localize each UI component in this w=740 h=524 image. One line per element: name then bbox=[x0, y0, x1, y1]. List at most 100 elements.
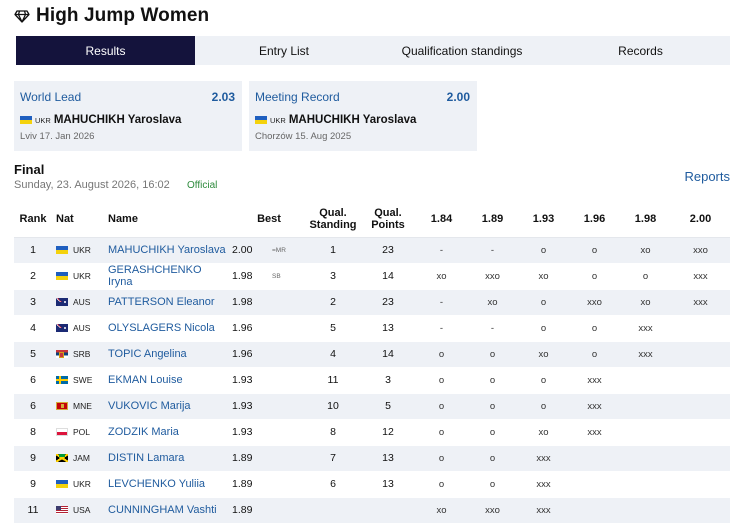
australia-flag-icon bbox=[56, 298, 68, 306]
best-mark: 1.96 bbox=[232, 348, 253, 360]
tab-results[interactable]: Results bbox=[16, 36, 195, 65]
record-athlete-name: MAHUCHIKH Yaroslava bbox=[288, 114, 417, 126]
attempt-cell: o bbox=[518, 289, 569, 316]
nat-code: AUS bbox=[73, 323, 91, 333]
col-nat: Nat bbox=[52, 202, 104, 238]
attempt-cell: o bbox=[467, 471, 518, 498]
athlete-link[interactable]: GERASHCHENKO Iryna bbox=[108, 264, 202, 288]
attempt-cell bbox=[671, 419, 730, 446]
table-row: 8 POL ZODZIK Maria 1.93 8 12 o o xo xxx bbox=[14, 419, 730, 446]
attempt-cell: o bbox=[416, 471, 467, 498]
tab-entry-list[interactable]: Entry List bbox=[258, 43, 309, 58]
attempt-cell: o bbox=[518, 315, 569, 342]
tab-bar: Results Entry List Qualification standin… bbox=[16, 36, 730, 65]
qual-standing-cell: 10 bbox=[306, 393, 360, 420]
record-athlete: UKR MAHUCHIKH Yaroslava bbox=[20, 114, 181, 126]
rank-cell: 6 bbox=[14, 393, 52, 420]
nat-cell: SWE bbox=[52, 367, 104, 394]
attempt-cell: o bbox=[569, 341, 620, 368]
table-row: 4 AUS OLYSLAGERS Nicola 1.96 5 13- - o o xxx bbox=[14, 315, 730, 342]
attempt-cell: - bbox=[416, 289, 467, 316]
name-cell: VUKOVIC Marija bbox=[104, 393, 226, 420]
diamond-icon bbox=[14, 10, 30, 23]
results-body: 1 UKR MAHUCHIKH Yaroslava 2.00 =MR 1 23- - o o xo x… bbox=[14, 237, 730, 524]
name-cell: OLYSLAGERS Nicola bbox=[104, 315, 226, 342]
athlete-link[interactable]: ZODZIK Maria bbox=[108, 426, 179, 438]
table-row: 6 SWE EKMAN Louise 1.93 11 3 o o o xxx bbox=[14, 367, 730, 394]
athlete-link[interactable]: DISTIN Lamara bbox=[108, 452, 185, 464]
col-height: 1.84 bbox=[416, 202, 467, 238]
attempt-cell: xxx bbox=[569, 393, 620, 420]
attempt-cell bbox=[671, 497, 730, 524]
attempt-cell: o bbox=[467, 445, 518, 472]
name-cell: DISTIN Lamara bbox=[104, 445, 226, 472]
nat-cell: POL bbox=[52, 419, 104, 446]
record-label: Meeting Record bbox=[255, 90, 340, 104]
nat-code: UKR bbox=[73, 479, 91, 489]
table-row: 2 UKR GERASHCHENKO Iryna 1.98 SB 3 14 xo xxo xo o o… bbox=[14, 263, 730, 290]
attempt-cell: xo bbox=[518, 419, 569, 446]
attempt-cell: o bbox=[569, 315, 620, 342]
nat-cell: UKR bbox=[52, 237, 104, 264]
attempt-cell bbox=[671, 315, 730, 342]
tab-qualification-standings[interactable]: Qualification standings bbox=[401, 43, 523, 58]
australia-flag-icon bbox=[56, 324, 68, 332]
attempt-cell bbox=[620, 393, 671, 420]
rank-cell: 8 bbox=[14, 419, 52, 446]
athlete-link[interactable]: LEVCHENKO Yuliia bbox=[108, 478, 206, 490]
athlete-link[interactable]: CUNNINGHAM Vashti bbox=[108, 504, 217, 516]
best-mark: 1.93 bbox=[232, 400, 253, 412]
attempt-cell bbox=[569, 445, 620, 472]
results-table: Rank Nat Name Best Qual. Standing Qual. … bbox=[14, 202, 730, 524]
col-qual-points: Qual. Points bbox=[360, 202, 416, 238]
attempt-cell bbox=[671, 367, 730, 394]
status-badge: Official bbox=[187, 180, 218, 191]
record-value: 2.00 bbox=[446, 90, 470, 104]
nat-cell: SRB bbox=[52, 341, 104, 368]
athlete-link[interactable]: EKMAN Louise bbox=[108, 374, 183, 386]
attempt-cell: - bbox=[416, 315, 467, 342]
athlete-link[interactable]: MAHUCHIKH Yaroslava bbox=[108, 244, 226, 256]
qual-points-cell: 14 bbox=[360, 263, 416, 290]
table-row: 1 UKR MAHUCHIKH Yaroslava 2.00 =MR 1 23- - o o xo x… bbox=[14, 237, 730, 264]
qual-standing-cell: 7 bbox=[306, 445, 360, 472]
best-cell: 1.93 bbox=[226, 393, 306, 420]
record-label: World Lead bbox=[20, 90, 82, 104]
nat-cell: AUS bbox=[52, 315, 104, 342]
page-title: High Jump Women bbox=[36, 5, 210, 26]
name-cell: MAHUCHIKH Yaroslava bbox=[104, 237, 226, 264]
best-cell: 1.98 bbox=[226, 289, 306, 316]
qual-standing-cell: 8 bbox=[306, 419, 360, 446]
attempt-cell: o bbox=[467, 341, 518, 368]
attempt-cell bbox=[620, 367, 671, 394]
rank-cell: 1 bbox=[14, 237, 52, 264]
table-row: 9 JAM DISTIN Lamara 1.89 7 13 o o xxx bbox=[14, 445, 730, 472]
record-place-date: Chorzów 15. Aug 2025 bbox=[255, 131, 352, 142]
attempt-cell: o bbox=[416, 445, 467, 472]
table-row: 9 UKR LEVCHENKO Yuliia 1.89 6 13 o o xxx bbox=[14, 471, 730, 498]
name-cell: ZODZIK Maria bbox=[104, 419, 226, 446]
tab-records[interactable]: Records bbox=[618, 43, 663, 58]
nat-cell: UKR bbox=[52, 471, 104, 498]
best-mark: 1.89 bbox=[232, 452, 253, 464]
nat-code: SRB bbox=[73, 349, 91, 359]
nat-cell: MNE bbox=[52, 393, 104, 420]
athlete-link[interactable]: TOPIC Angelina bbox=[108, 348, 187, 360]
name-cell: LEVCHENKO Yuliia bbox=[104, 471, 226, 498]
nat-code: POL bbox=[73, 427, 91, 437]
attempt-cell: o bbox=[467, 419, 518, 446]
attempt-cell: o bbox=[569, 263, 620, 290]
athlete-link[interactable]: OLYSLAGERS Nicola bbox=[108, 322, 215, 334]
attempt-cell bbox=[620, 445, 671, 472]
athlete-link[interactable]: PATTERSON Eleanor bbox=[108, 296, 215, 308]
best-cell: 1.98 SB bbox=[226, 263, 306, 290]
nat-code: USA bbox=[73, 505, 91, 515]
athlete-link[interactable]: VUKOVIC Marija bbox=[108, 400, 191, 412]
rank-cell: 4 bbox=[14, 315, 52, 342]
record-nat: UKR bbox=[35, 115, 51, 125]
rank-cell: 6 bbox=[14, 367, 52, 394]
reports-link[interactable]: Reports bbox=[684, 169, 730, 184]
nat-cell: JAM bbox=[52, 445, 104, 472]
attempt-cell: o bbox=[518, 237, 569, 264]
usa-flag-icon bbox=[56, 506, 68, 514]
